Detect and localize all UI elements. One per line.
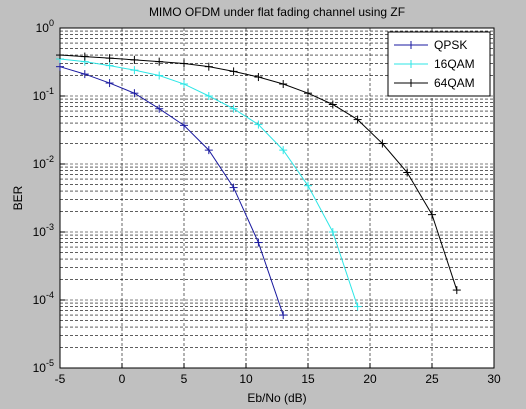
chart-title: MIMO OFDM under flat fading channel usin… (149, 5, 405, 19)
marker (254, 120, 263, 129)
marker (229, 67, 238, 76)
marker (279, 146, 288, 155)
marker (130, 89, 139, 98)
x-tick-label: 5 (181, 372, 188, 386)
marker (155, 57, 164, 66)
y-tick-base: 10 (33, 361, 47, 375)
marker (204, 62, 213, 71)
marker (155, 104, 164, 113)
marker (279, 311, 288, 320)
y-tick-base: 10 (36, 21, 50, 35)
x-axis-label: Eb/No (dB) (247, 391, 306, 405)
legend-label: 64QAM (434, 76, 475, 90)
series-line (59, 66, 284, 316)
marker (229, 104, 238, 113)
x-tick-label: -5 (55, 372, 66, 386)
marker (204, 92, 213, 100)
y-tick-exp: -3 (46, 222, 54, 232)
legend-label: 16QAM (434, 57, 475, 71)
y-tick-label: 10-5 (33, 358, 54, 375)
axes-frame (59, 27, 495, 369)
marker (130, 55, 139, 64)
y-tick-label: 10-3 (33, 222, 54, 239)
marker (56, 51, 64, 60)
marker (407, 41, 415, 49)
marker (105, 61, 114, 70)
marker (130, 66, 139, 75)
y-tick-exp: 0 (49, 18, 54, 28)
x-tick-label: 25 (425, 372, 439, 386)
marker (155, 71, 164, 80)
marker (80, 52, 89, 61)
y-tick-base: 10 (33, 293, 47, 307)
marker (56, 62, 64, 71)
x-tick-label: 10 (239, 372, 253, 386)
y-tick-label: 100 (36, 18, 54, 35)
marker (180, 121, 188, 130)
y-tick-base: 10 (33, 89, 47, 103)
marker (304, 181, 312, 190)
marker (353, 115, 362, 124)
marker (403, 168, 412, 177)
y-tick-exp: -4 (46, 290, 54, 300)
y-tick-exp: -5 (46, 358, 54, 368)
marker (254, 238, 263, 247)
marker (328, 228, 337, 236)
y-tick-label: 10-1 (33, 86, 54, 103)
x-tick-label: 30 (487, 372, 501, 386)
marker (105, 79, 114, 88)
marker (328, 100, 337, 109)
marker (229, 183, 238, 192)
y-tick-label: 10-2 (33, 154, 54, 171)
marker (279, 80, 288, 89)
y-tick-base: 10 (33, 157, 47, 171)
marker (204, 146, 213, 155)
marker (452, 286, 461, 295)
marker (180, 80, 188, 89)
x-tick-label: 0 (119, 372, 126, 386)
marker (428, 210, 436, 219)
y-tick-base: 10 (33, 225, 47, 239)
marker (105, 54, 114, 63)
marker (180, 59, 188, 68)
marker (407, 79, 415, 87)
x-tick-label: 20 (363, 372, 377, 386)
legend-label: QPSK (434, 38, 467, 52)
y-axis-label: BER (11, 185, 25, 210)
y-tick-label: 10-4 (33, 290, 54, 307)
x-tick-label: 15 (301, 372, 315, 386)
marker (304, 89, 312, 98)
marker (378, 139, 387, 148)
marker (80, 70, 89, 79)
y-tick-exp: -2 (46, 154, 54, 164)
marker (407, 60, 415, 68)
marker (254, 73, 263, 82)
y-tick-exp: -1 (46, 86, 54, 96)
marker (353, 302, 362, 311)
